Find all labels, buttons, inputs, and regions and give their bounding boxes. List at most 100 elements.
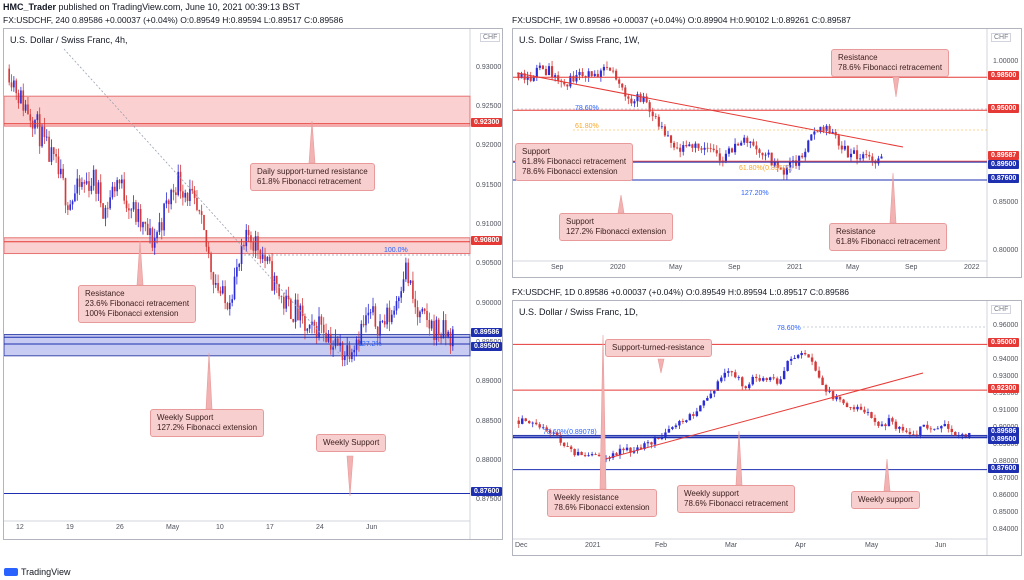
callout-line: 127.2% Fibonacci extension	[566, 227, 667, 236]
candle-body	[863, 409, 866, 413]
fib-label: 78.60%	[777, 325, 801, 332]
candle-body	[346, 345, 349, 356]
y-tick-label: 0.91000	[993, 407, 1019, 415]
candle-body	[351, 352, 353, 360]
candle-body	[755, 376, 758, 379]
fib-label: 61.80%(0.89500)	[739, 165, 793, 172]
candle-body	[374, 306, 377, 327]
x-tick-label: May	[865, 542, 879, 549]
candle-body	[828, 391, 831, 392]
candle-body	[688, 144, 691, 147]
candle-body	[831, 391, 835, 400]
y-tick-label: 0.96000	[993, 322, 1019, 330]
candle-body	[877, 421, 880, 426]
candle-body	[856, 406, 859, 410]
candle-body	[807, 140, 810, 152]
candle-body	[868, 154, 871, 157]
chart-title: U.S. Dollar / Swiss Franc, 4h,	[10, 35, 128, 45]
candle-body	[901, 426, 905, 431]
candle-body	[226, 303, 229, 310]
chart-panel-4h[interactable]: U.S. Dollar / Swiss Franc, 4h, CHF 0.930…	[3, 28, 503, 540]
candle-body	[552, 432, 555, 434]
candle-body	[128, 208, 130, 211]
chart-panel-1w[interactable]: U.S. Dollar / Swiss Franc, 1W, CHF 1.000…	[512, 28, 1022, 278]
candle-body	[856, 150, 859, 160]
candle-body	[229, 302, 231, 310]
callout-line: 78.6% Fibonacci retracement	[838, 63, 943, 72]
candle-body	[193, 190, 196, 198]
callout-pointer	[889, 172, 897, 224]
candle-body	[712, 148, 715, 151]
candle-body	[327, 333, 330, 342]
candle-body	[97, 182, 100, 194]
chart-1d-svg	[513, 301, 988, 555]
candle-body	[590, 454, 594, 456]
callout-box: Resistance 78.6% Fibonacci retracement	[831, 49, 950, 77]
price-badge: 0.87600	[471, 487, 502, 497]
author-name[interactable]: HMC_Trader	[3, 2, 57, 12]
candle-body	[573, 449, 576, 456]
candle-body	[106, 207, 109, 209]
candle-body	[64, 178, 67, 206]
candle-body	[332, 346, 334, 350]
candle-body	[587, 455, 590, 457]
candle-body	[334, 338, 337, 347]
candle-body	[254, 236, 257, 251]
candle-body	[801, 155, 804, 158]
candle-body	[423, 308, 426, 311]
candle-body	[734, 372, 737, 378]
candle-body	[746, 137, 749, 143]
candle-body	[648, 102, 651, 112]
x-tick-label: Jun	[366, 524, 378, 531]
candle-body	[645, 96, 648, 103]
candle-body	[372, 306, 374, 313]
candle-body	[871, 156, 874, 161]
candle-body	[322, 324, 325, 333]
chart-title: U.S. Dollar / Swiss Franc, 1D,	[519, 307, 639, 317]
candle-body	[555, 432, 559, 437]
callout-box: Weekly Support	[316, 434, 387, 452]
candle-body	[306, 328, 309, 331]
candle-body	[442, 320, 445, 339]
candle-body	[700, 148, 703, 150]
callout-line: Daily support-turned resistance	[257, 167, 368, 176]
candle-body	[775, 378, 779, 384]
x-tick-label: Apr	[795, 542, 806, 549]
candle-body	[88, 181, 90, 191]
candle-body	[247, 229, 250, 236]
candle-body	[695, 411, 699, 416]
chart-panel-1d[interactable]: U.S. Dollar / Swiss Franc, 1D, CHF 0.960…	[512, 300, 1022, 556]
candle-body	[526, 76, 529, 80]
candle-body	[62, 168, 64, 179]
candle-body	[891, 418, 894, 422]
candles-group	[517, 350, 971, 463]
candle-body	[569, 446, 573, 450]
candle-body	[179, 171, 182, 192]
candle-body	[245, 229, 248, 247]
candle-body	[748, 384, 751, 389]
candle-body	[803, 352, 807, 355]
candle-body	[849, 153, 853, 158]
candle-body	[835, 396, 838, 400]
candle-body	[45, 136, 48, 138]
tradingview-logo[interactable]: TradingView	[4, 567, 71, 577]
candle-body	[608, 67, 612, 71]
candle-body	[814, 361, 817, 371]
candle-body	[10, 82, 13, 88]
candle-body	[599, 70, 602, 78]
callout-line: 61.8% Fibonacci retracement	[836, 237, 941, 246]
candle-body	[177, 171, 180, 195]
candle-body	[793, 357, 796, 359]
candle-body	[151, 228, 154, 248]
candle-body	[414, 298, 417, 308]
candle-body	[59, 168, 62, 175]
candle-body	[390, 314, 393, 323]
candle-body	[532, 77, 535, 81]
candle-body	[534, 422, 538, 425]
candle-body	[175, 192, 177, 195]
candle-body	[447, 331, 449, 337]
candle-body	[765, 378, 768, 380]
candle-body	[365, 315, 367, 326]
candle-body	[121, 179, 123, 184]
candle-body	[170, 189, 172, 205]
